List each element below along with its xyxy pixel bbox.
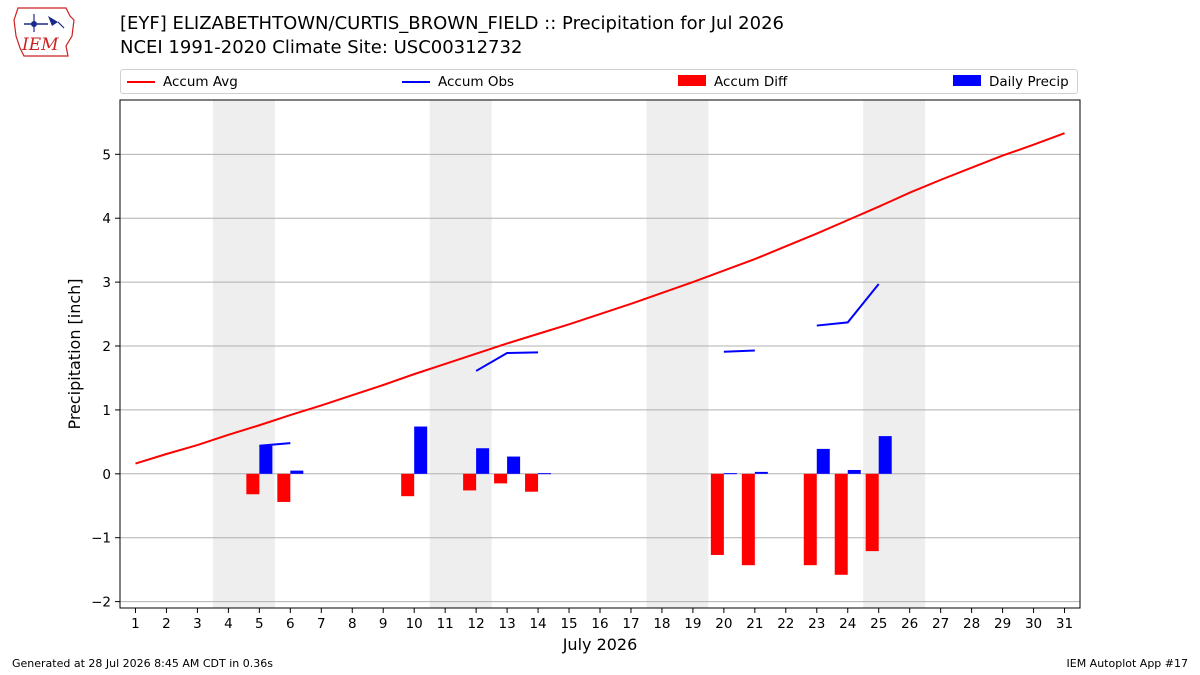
x-tick-label-9: 9 <box>379 616 388 632</box>
chart-title: [EYF] ELIZABETHTOWN/CURTIS_BROWN_FIELD :… <box>120 13 784 34</box>
x-tick-label-29: 29 <box>994 616 1011 632</box>
x-tick-label-22: 22 <box>777 616 794 632</box>
x-tick-label-11: 11 <box>437 616 454 632</box>
x-tick-label-28: 28 <box>963 616 980 632</box>
legend-label-accum-obs: Accum Obs <box>438 74 515 90</box>
x-tick-label-19: 19 <box>684 616 701 632</box>
legend-swatch-accum-diff <box>678 75 706 86</box>
x-tick-label-30: 30 <box>1025 616 1042 632</box>
accum-obs-line-1 <box>475 351 539 372</box>
legend-swatch-accum-obs <box>402 81 430 83</box>
daily-precip-bar-day-6 <box>290 470 304 474</box>
weekend-shade-1 <box>429 100 492 608</box>
accum-diff-bar-day-5 <box>246 473 260 495</box>
x-axis-label: July 2026 <box>562 635 638 654</box>
x-tick-label-20: 20 <box>715 616 732 632</box>
x-tick-label-12: 12 <box>468 616 485 632</box>
x-tick-label-23: 23 <box>808 616 825 632</box>
x-tick-label-3: 3 <box>193 616 202 632</box>
accum-diff-bar-day-6 <box>277 473 291 502</box>
x-tick-label-31: 31 <box>1056 616 1073 632</box>
x-tick-label-18: 18 <box>653 616 670 632</box>
x-tick-label-16: 16 <box>591 616 608 632</box>
accum-diff-bar-day-14 <box>525 473 539 492</box>
daily-precip-bar-day-24 <box>847 469 861 474</box>
x-tick-label-6: 6 <box>286 616 295 632</box>
accum-diff-bar-day-23 <box>803 473 817 566</box>
daily-precip-bar-day-13 <box>507 456 521 474</box>
accum-diff-bar-day-12 <box>463 473 477 491</box>
x-tick-label-2: 2 <box>162 616 171 632</box>
y-axis-label: Precipitation [inch] <box>65 278 84 429</box>
accum-diff-bar-day-13 <box>494 473 508 484</box>
legend-swatch-accum-avg <box>127 81 155 83</box>
daily-precip-bar-day-21 <box>754 471 768 474</box>
chart-legend: Accum Avg Accum Obs Accum Diff Daily Pre… <box>120 69 1078 94</box>
weekend-shade-2 <box>646 100 709 608</box>
x-tick-label-5: 5 <box>255 616 264 632</box>
x-tick-label-15: 15 <box>560 616 577 632</box>
accum-diff-bar-day-25 <box>865 473 879 552</box>
accum-diff-bar-day-10 <box>401 473 415 497</box>
x-tick-label-24: 24 <box>839 616 856 632</box>
accum-obs-line-0 <box>259 442 291 447</box>
accum-diff-bar-day-21 <box>741 473 755 566</box>
daily-precip-bar-day-10 <box>414 426 428 474</box>
y-tick-label-2: 2 <box>102 339 111 355</box>
y-tick-label-3: 3 <box>102 275 111 291</box>
chart-subtitle: NCEI 1991-2020 Climate Site: USC00312732 <box>120 37 523 58</box>
legend-label-daily-precip: Daily Precip <box>989 74 1069 90</box>
x-tick-label-26: 26 <box>901 616 918 632</box>
daily-precip-bar-day-23 <box>816 448 830 474</box>
daily-precip-bar-day-12 <box>476 448 490 474</box>
x-tick-label-13: 13 <box>499 616 516 632</box>
x-tick-label-7: 7 <box>317 616 326 632</box>
footer-app-id: IEM Autoplot App #17 <box>1066 657 1189 670</box>
daily-precip-bar-day-20 <box>723 473 737 475</box>
x-tick-label-25: 25 <box>870 616 887 632</box>
y-tick-label-1: 1 <box>102 403 111 419</box>
daily-precip-bar-day-25 <box>878 436 892 474</box>
x-tick-label-17: 17 <box>622 616 639 632</box>
accum-diff-bar-day-20 <box>710 473 724 555</box>
daily-precip-bar-day-14 <box>538 473 552 475</box>
accum-obs-line-3 <box>816 283 880 327</box>
legend-label-accum-diff: Accum Diff <box>714 74 788 90</box>
legend-label-accum-avg: Accum Avg <box>163 74 238 90</box>
y-tick-label--2: −2 <box>91 595 111 611</box>
x-tick-label-1: 1 <box>131 616 140 632</box>
x-tick-label-21: 21 <box>746 616 763 632</box>
accum-avg-line <box>135 132 1065 465</box>
svg-text:IEM: IEM <box>21 35 59 55</box>
iem-logo: IEM <box>8 6 80 60</box>
footer-generated: Generated at 28 Jul 2026 8:45 AM CDT in … <box>12 657 273 670</box>
x-tick-label-8: 8 <box>348 616 357 632</box>
y-tick-label--1: −1 <box>91 531 111 547</box>
y-tick-label-0: 0 <box>102 467 111 483</box>
x-tick-label-10: 10 <box>406 616 423 632</box>
x-tick-label-4: 4 <box>224 616 233 632</box>
daily-precip-bar-day-5 <box>259 445 273 474</box>
legend-swatch-daily-precip <box>953 75 981 86</box>
y-tick-label-4: 4 <box>102 211 111 227</box>
y-tick-label-5: 5 <box>102 147 111 163</box>
weekend-shade-0 <box>212 100 275 608</box>
accum-diff-bar-day-24 <box>834 473 848 575</box>
x-tick-label-14: 14 <box>529 616 546 632</box>
accum-obs-line-2 <box>723 349 755 353</box>
x-tick-label-27: 27 <box>932 616 949 632</box>
